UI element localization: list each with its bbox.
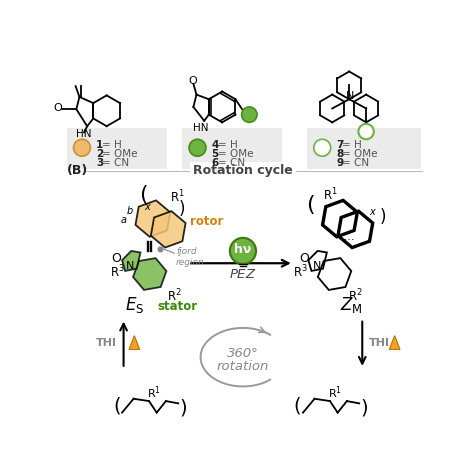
Text: x: x: [369, 208, 375, 218]
Text: = OMe: = OMe: [102, 149, 137, 159]
Polygon shape: [151, 211, 186, 247]
Polygon shape: [389, 336, 400, 349]
Circle shape: [358, 124, 374, 139]
Text: = OMe: = OMe: [218, 149, 253, 159]
Circle shape: [314, 139, 331, 156]
Text: Rotation cycle: Rotation cycle: [193, 164, 293, 177]
Text: 1: 1: [96, 140, 103, 150]
Text: ): ): [360, 399, 368, 418]
Text: (: (: [294, 397, 301, 416]
Text: = CN: = CN: [102, 158, 129, 168]
Text: = H: = H: [102, 140, 122, 150]
Text: N: N: [313, 261, 321, 271]
Text: rotor: rotor: [190, 215, 223, 228]
Text: x: x: [144, 202, 150, 212]
Text: ): ): [380, 208, 386, 226]
Text: $\it{PEZ}$: $\it{PEZ}$: [229, 268, 257, 281]
Text: R$^3$: R$^3$: [293, 264, 308, 281]
Circle shape: [157, 246, 164, 253]
Text: HN: HN: [75, 129, 91, 139]
Text: R$^1$: R$^1$: [328, 384, 342, 401]
Text: 3: 3: [96, 158, 103, 168]
Text: THI: THI: [369, 338, 390, 348]
Polygon shape: [129, 336, 140, 349]
Text: = CN: = CN: [342, 158, 369, 168]
Text: N: N: [126, 261, 134, 271]
Text: O: O: [188, 76, 197, 86]
Text: R$^3$: R$^3$: [110, 264, 125, 281]
Text: (: (: [139, 185, 148, 206]
FancyBboxPatch shape: [182, 128, 282, 169]
FancyBboxPatch shape: [66, 128, 167, 169]
Text: hν: hν: [234, 243, 252, 256]
Text: 8: 8: [336, 149, 343, 159]
Text: fjord
region: fjord region: [176, 247, 205, 267]
Text: = H: = H: [218, 140, 237, 150]
Text: ): ): [179, 399, 187, 418]
Text: N: N: [346, 91, 354, 101]
Text: stator: stator: [157, 300, 198, 313]
Text: 7: 7: [336, 140, 344, 150]
Polygon shape: [122, 251, 140, 271]
Text: ····: ····: [341, 235, 356, 245]
Polygon shape: [133, 258, 166, 290]
Text: = OMe: = OMe: [342, 149, 378, 159]
Text: 6: 6: [211, 158, 219, 168]
Text: (B): (B): [66, 164, 88, 177]
Text: rotation: rotation: [217, 360, 269, 373]
Text: = H: = H: [342, 140, 362, 150]
Text: $\mathit{E}$$_\mathrm{S}$: $\mathit{E}$$_\mathrm{S}$: [125, 295, 144, 315]
Text: (: (: [306, 195, 315, 215]
Circle shape: [230, 238, 256, 264]
Text: a: a: [120, 215, 127, 225]
Text: 4: 4: [211, 140, 219, 150]
Text: R$^1$: R$^1$: [170, 189, 184, 205]
Text: THI: THI: [96, 338, 117, 348]
Text: R$^2$: R$^2$: [167, 287, 182, 304]
Text: O: O: [54, 103, 62, 113]
Text: $\mathit{Z}$$_\mathrm{M}$: $\mathit{Z}$$_\mathrm{M}$: [340, 295, 363, 315]
Text: = CN: = CN: [218, 158, 245, 168]
Circle shape: [73, 139, 91, 156]
Circle shape: [189, 139, 206, 156]
Text: (: (: [113, 397, 120, 416]
Text: 5: 5: [211, 149, 219, 159]
Text: 2: 2: [96, 149, 103, 159]
Text: R$^1$: R$^1$: [323, 187, 338, 204]
Text: HN: HN: [193, 124, 209, 134]
Text: 360°: 360°: [227, 347, 259, 360]
Text: R$^2$: R$^2$: [348, 287, 363, 304]
Circle shape: [242, 107, 257, 122]
Text: ): ): [179, 201, 185, 219]
Text: O: O: [111, 252, 121, 265]
Polygon shape: [136, 201, 170, 237]
Text: b: b: [127, 206, 133, 216]
Text: 9: 9: [336, 158, 343, 168]
Text: O: O: [299, 252, 309, 265]
Text: R$^1$: R$^1$: [146, 384, 161, 401]
FancyBboxPatch shape: [307, 128, 421, 169]
